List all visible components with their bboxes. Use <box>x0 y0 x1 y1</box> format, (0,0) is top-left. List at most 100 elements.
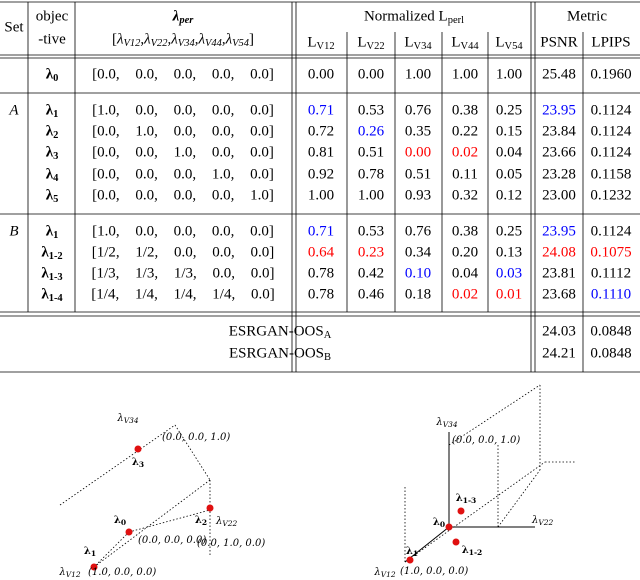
loss-value: 0.51 <box>357 144 385 161</box>
metric-value: 23.28 <box>542 166 576 183</box>
axis-name: λV12 <box>117 32 141 50</box>
baseline-name: ESRGAN-OOSB <box>228 345 331 363</box>
loss-value: 0.72 <box>307 123 335 140</box>
diagram-label: λV34 <box>436 418 458 429</box>
metric-value: 0.1075 <box>590 244 632 261</box>
diagram-label: λ0 <box>432 517 446 529</box>
objective: λ1-4 <box>41 286 63 305</box>
separator: , <box>140 31 145 48</box>
header-lambda-axes: [λV12,λV22,λV34,λV44,λV54] <box>112 31 255 50</box>
loss-value: 0.81 <box>307 144 335 161</box>
separator: , <box>221 31 226 48</box>
header-lambda: λper <box>172 8 194 26</box>
dot <box>90 563 98 571</box>
subscript: V12 <box>316 41 335 53</box>
subscript: 1 <box>53 230 59 242</box>
loss-value: 0.53 <box>357 223 385 240</box>
base: λ <box>172 8 180 25</box>
loss-value: 0.46 <box>357 286 385 303</box>
diagram-label: λ2 <box>195 516 207 527</box>
base: λ <box>198 31 205 48</box>
subscript: A <box>323 330 332 342</box>
loss-value: 0.35 <box>404 123 432 140</box>
subscript: 1-4 <box>48 293 63 305</box>
loss-value: 0.13 <box>495 244 523 261</box>
metric-value: 0.0848 <box>590 345 632 362</box>
subscript: 1 <box>53 109 59 121</box>
loss-value: 0.64 <box>307 244 335 261</box>
loss-value: 0.51 <box>404 166 432 183</box>
subscript: 1 <box>90 548 97 558</box>
loss-value: 0.78 <box>307 286 335 303</box>
metric-value: 0.1232 <box>590 187 632 204</box>
subscript: 3 <box>138 459 145 469</box>
header-loss: LV22 <box>357 35 384 52</box>
loss-value: 0.71 <box>307 223 335 240</box>
diagram-label: (0.0, 0.0, 1.0) <box>162 433 230 443</box>
subscript: 2 <box>53 130 59 142</box>
base: λ <box>45 166 54 183</box>
header-loss: LV44 <box>451 34 478 52</box>
separator: , <box>167 31 172 48</box>
subscript: 1-3 <box>48 272 63 284</box>
subscript: V12 <box>65 569 81 579</box>
header-loss: LV12 <box>307 35 335 53</box>
diagram-label: (1.0, 0.0, 0.0) <box>400 567 468 577</box>
dot <box>125 528 133 536</box>
loss-value: 1.00 <box>307 187 335 204</box>
base: λ <box>432 517 440 528</box>
table-rules <box>0 1 640 373</box>
header-set: Set <box>4 19 24 36</box>
metric-value: 23.95 <box>542 102 576 119</box>
text: (0.0, 0.0, 1.0) <box>162 432 231 443</box>
loss-value: 0.32 <box>451 187 479 204</box>
diagram-label: λ1 <box>84 547 97 558</box>
header-loss: LV34 <box>404 35 432 53</box>
axis-name: λV54 <box>226 32 249 49</box>
loss-value: 0.10 <box>404 265 432 282</box>
loss-value: 0.15 <box>495 123 523 140</box>
base: λ <box>131 457 139 468</box>
weights: [0.0, 0.0, 0.0, 0.0, 0.0] <box>92 66 274 83</box>
diagram-label: λ1 <box>406 547 418 558</box>
diagram-label: λ3 <box>131 457 145 469</box>
dots <box>90 445 465 571</box>
base: λ <box>41 286 49 303</box>
metric-value: 23.00 <box>542 187 576 204</box>
loss-value: 0.04 <box>495 144 523 161</box>
subscript: 3 <box>53 151 59 163</box>
subscript: V12 <box>123 38 141 50</box>
diagram-label: (0.0, 0.0, 1.0) <box>452 436 520 446</box>
weights: [0.0, 0.0, 0.0, 1.0, 0.0] <box>92 166 274 183</box>
weights: [1/3, 1/3, 1/3, 0.0, 0.0] <box>91 265 275 282</box>
base: λ <box>171 31 178 48</box>
subscript: perl <box>447 15 465 27</box>
base: λ <box>45 223 54 240</box>
base: ESRGAN-OOS <box>228 345 324 362</box>
subscript: 0 <box>53 73 59 85</box>
subscript: V34 <box>413 41 432 53</box>
weights: [0.0, 0.0, 0.0, 0.0, 1.0] <box>92 187 274 204</box>
metric-value: 23.68 <box>542 286 576 303</box>
loss-value: 0.02 <box>451 286 479 303</box>
loss-value: 0.11 <box>452 166 478 183</box>
loss-value: 0.93 <box>404 187 432 204</box>
metric-value: 25.48 <box>542 66 576 83</box>
metric-value: 24.03 <box>542 323 576 340</box>
loss-value: 0.78 <box>307 265 335 282</box>
bracket: ] <box>249 31 255 48</box>
subscript: V22 <box>222 518 238 528</box>
objective: λ3 <box>45 144 59 163</box>
subscript: V34 <box>442 419 458 429</box>
diagram-label: λV22 <box>216 517 238 528</box>
metric-value: 0.0848 <box>590 323 632 340</box>
header-objective: -tive <box>38 31 66 48</box>
subscript: 0 <box>439 519 446 529</box>
dot <box>457 507 465 515</box>
base: L <box>451 34 461 51</box>
base: λ <box>45 144 54 161</box>
subscript: 5 <box>53 194 59 206</box>
subscript: V12 <box>380 569 396 579</box>
loss-value: 0.25 <box>495 102 523 119</box>
